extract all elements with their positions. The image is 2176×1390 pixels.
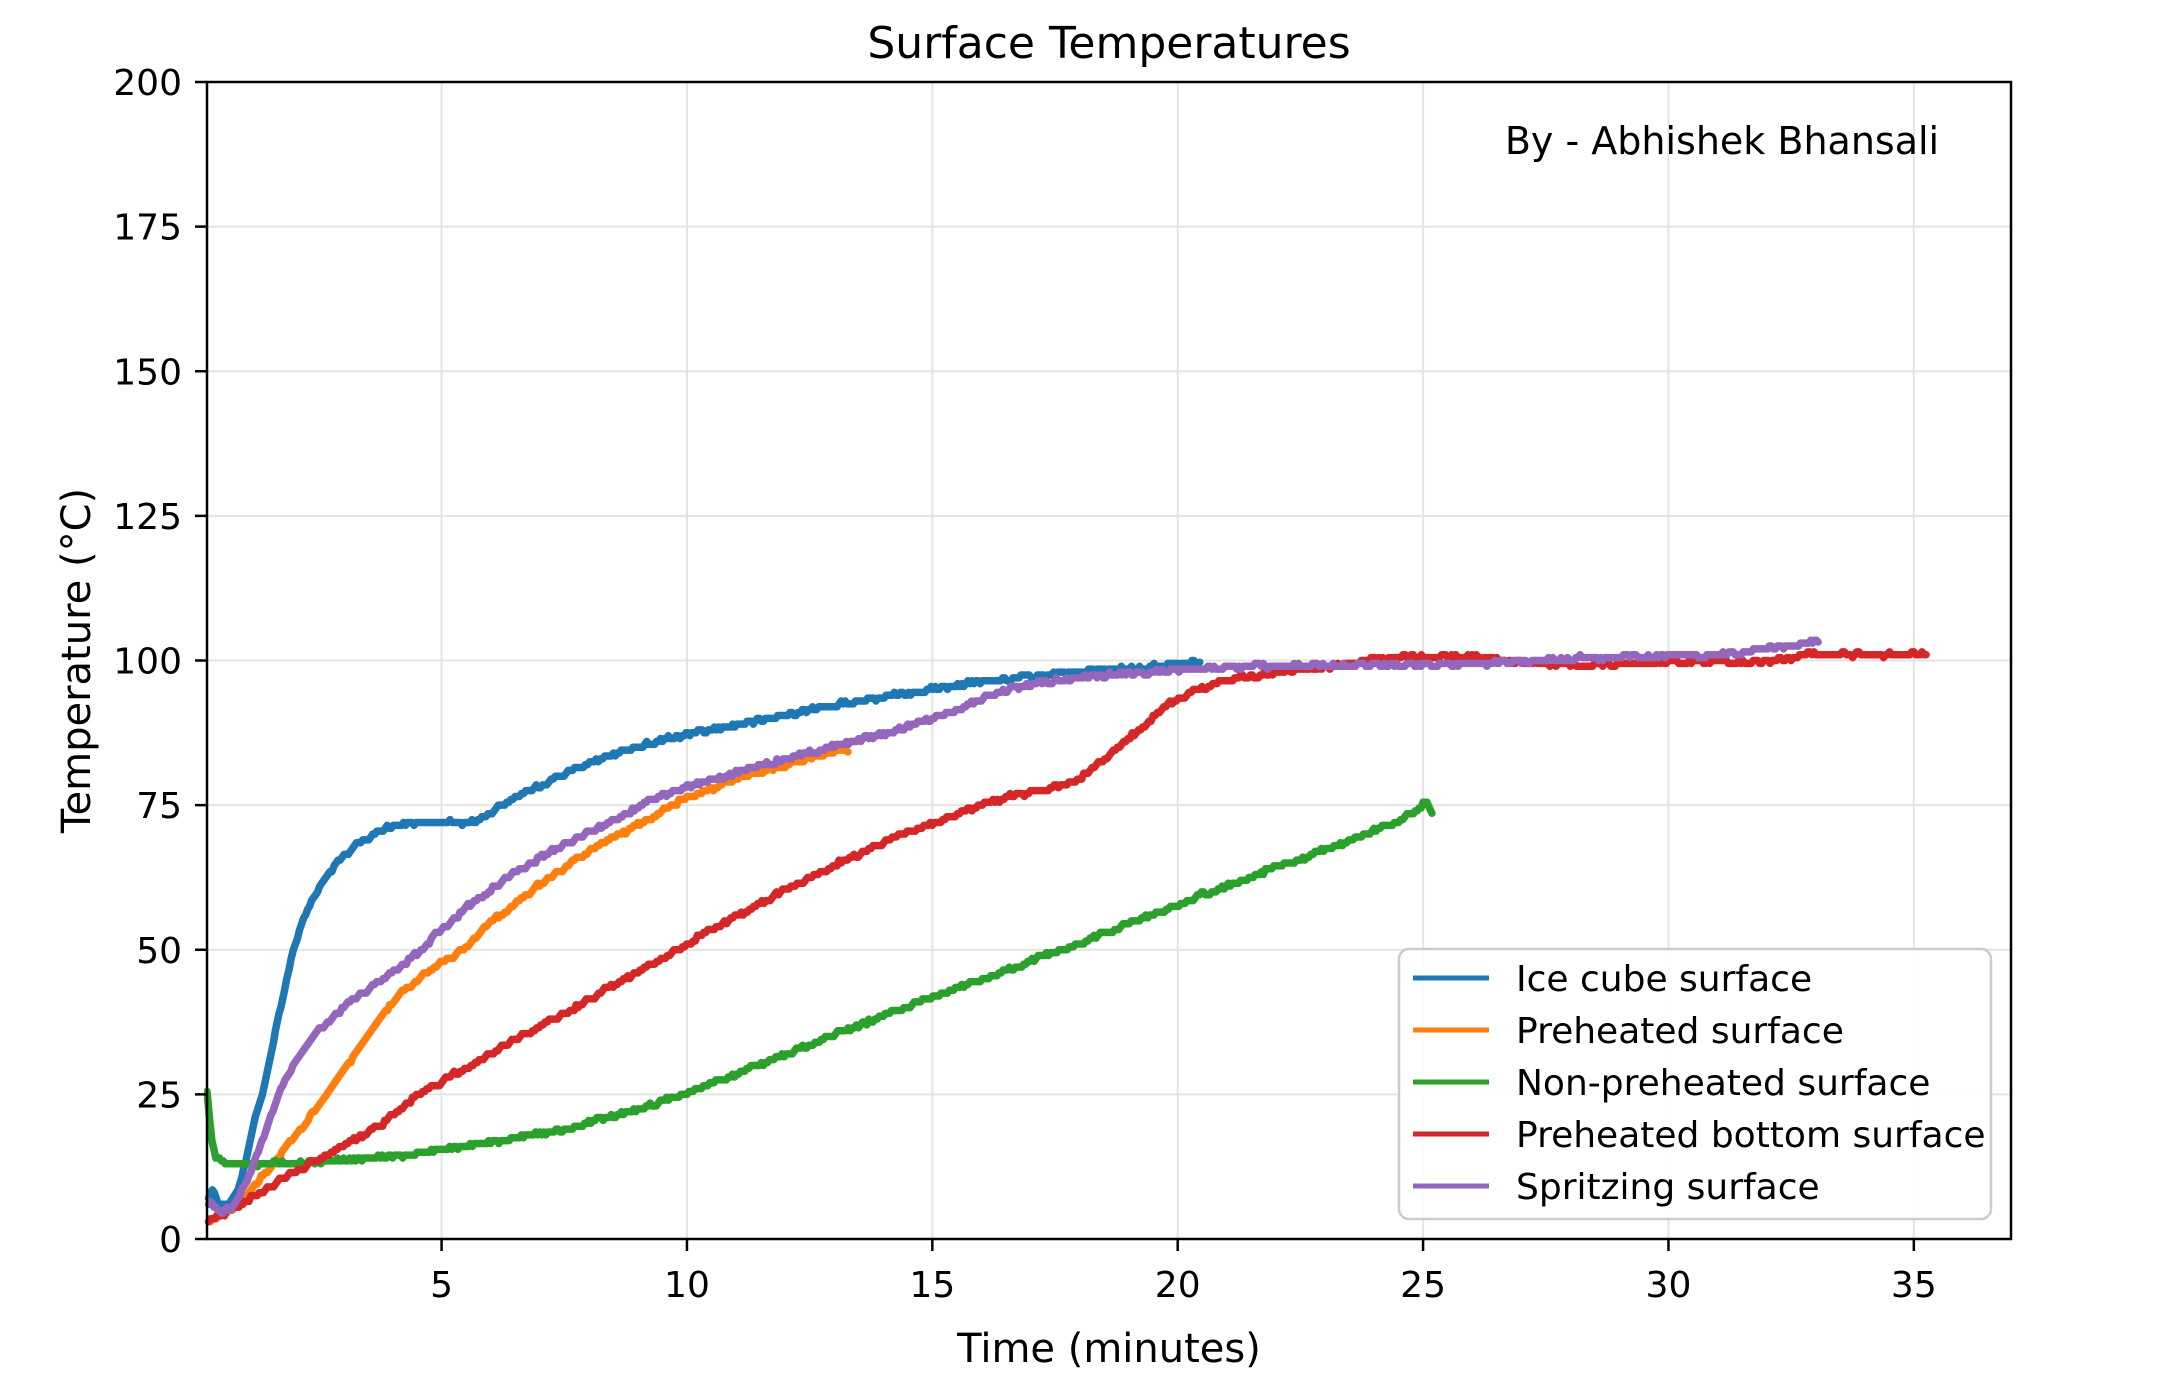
y-axis-label: Temperature (°C) bbox=[54, 488, 100, 834]
series-spritzing-surface bbox=[204, 636, 1822, 1217]
legend-label: Spritzing surface bbox=[1516, 1167, 1820, 1208]
x-tick-label: 30 bbox=[1646, 1265, 1692, 1306]
y-tick-label: 25 bbox=[136, 1075, 182, 1116]
y-tick-label: 125 bbox=[113, 497, 182, 538]
tick-labels: 5 10 15 20 25 30 35 0 25 50 75 100 125 150 175 200 bbox=[113, 63, 1936, 1306]
y-tick-label: 150 bbox=[113, 352, 182, 393]
legend-label: Preheated surface bbox=[1516, 1011, 1844, 1052]
x-tick-label: 10 bbox=[664, 1265, 710, 1306]
legend-box bbox=[1397, 947, 1993, 1221]
y-tick-label: 50 bbox=[136, 931, 182, 972]
y-tick-label: 200 bbox=[113, 63, 182, 104]
chart-title: Surface Temperatures bbox=[867, 18, 1350, 69]
plot-series bbox=[204, 636, 1930, 1226]
legend: Ice cube surface Preheated surface Non-pre… bbox=[1397, 947, 1993, 1221]
x-tick-label: 25 bbox=[1400, 1265, 1446, 1306]
legend-label: Ice cube surface bbox=[1516, 959, 1812, 1000]
legend-label: Preheated bottom surface bbox=[1516, 1115, 1986, 1156]
x-tick-label: 15 bbox=[909, 1265, 955, 1306]
y-tick-label: 75 bbox=[136, 786, 182, 827]
series-preheated-surface bbox=[204, 746, 852, 1226]
y-tick-label: 0 bbox=[159, 1220, 182, 1261]
watermark-credit: By - Abhishek Bhansali bbox=[1505, 119, 1939, 163]
y-tick-label: 175 bbox=[113, 208, 182, 249]
y-tick-label: 100 bbox=[113, 642, 182, 683]
x-tick-label: 20 bbox=[1155, 1265, 1201, 1306]
x-tick-label: 5 bbox=[430, 1265, 453, 1306]
x-tick-label: 35 bbox=[1891, 1265, 1937, 1306]
x-axis-label: Time (minutes) bbox=[956, 1326, 1261, 1372]
series-non-preheated-surface bbox=[204, 798, 1436, 1171]
series-ice-cube-surface bbox=[204, 656, 1204, 1209]
axes bbox=[195, 80, 2013, 1251]
legend-label: Non-preheated surface bbox=[1516, 1063, 1930, 1104]
series-preheated-bottom-surface bbox=[204, 648, 1930, 1226]
